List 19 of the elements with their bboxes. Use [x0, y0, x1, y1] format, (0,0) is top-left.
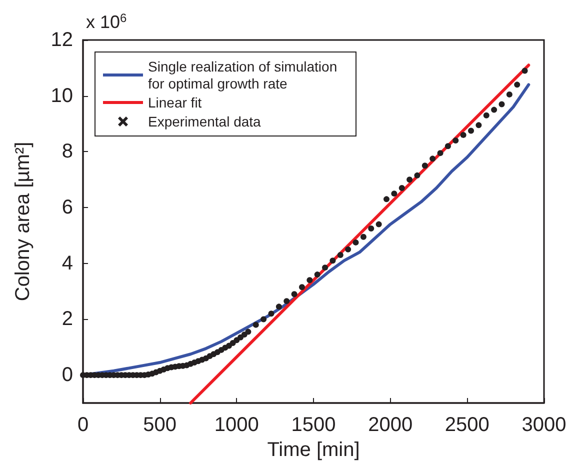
y-axis-title: Colony area [µm²] [12, 142, 34, 302]
x-tick-label: 2500 [444, 414, 490, 436]
x-axis-title: Time [min] [267, 438, 360, 461]
x-tick-label: 1500 [291, 414, 336, 436]
y-tick-label: 4 [62, 252, 73, 274]
legend-label: Linear fit [148, 94, 202, 110]
y-tick-label: 0 [62, 364, 73, 386]
y-tick-label: 12 [50, 29, 73, 51]
y-tick-label: 2 [62, 308, 73, 330]
y-tick-label: 8 [62, 140, 73, 163]
x-tick-label: 500 [143, 414, 177, 436]
x-tick-label: 2000 [368, 414, 413, 436]
y-tick-label: 6 [62, 196, 73, 219]
legend-label: Single realization of simulation for optimal growth rate [148, 58, 341, 92]
y-tick-label: 10 [50, 84, 73, 107]
legend-label: Experimental data [148, 114, 262, 130]
x-tick-label: 1000 [214, 414, 259, 436]
x-tick-label: 3000 [522, 414, 566, 436]
x-tick-label: 0 [77, 414, 89, 436]
